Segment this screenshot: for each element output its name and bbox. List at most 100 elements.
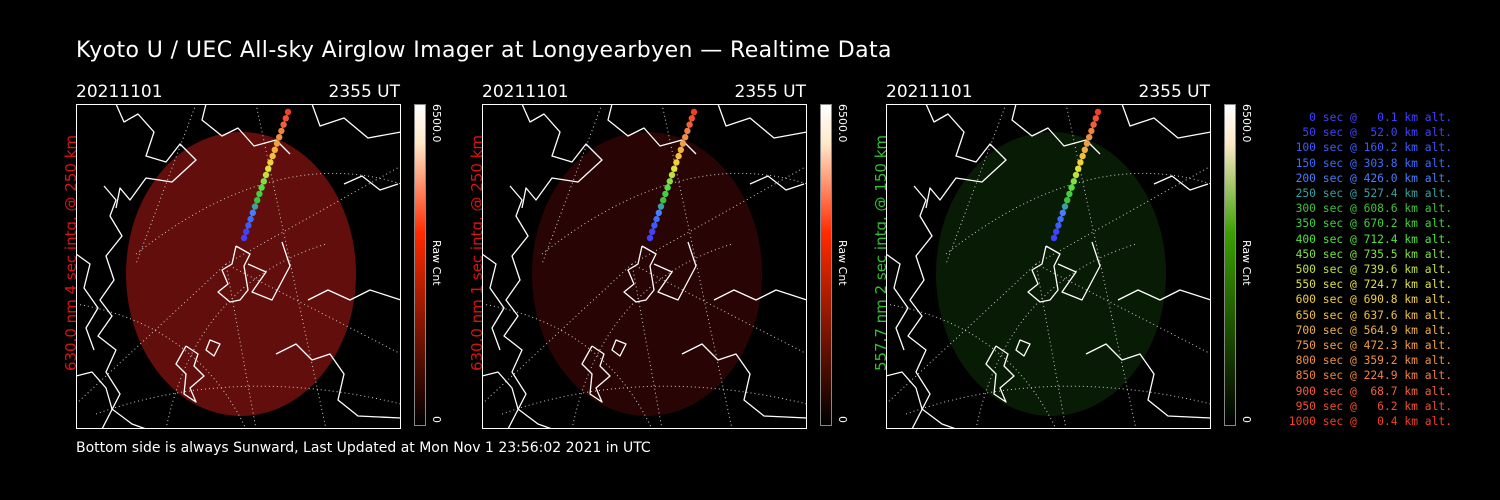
trajectory-point — [260, 178, 267, 185]
coastline — [1011, 104, 1101, 155]
legend-row: 100 sec @ 160.2 km alt. — [1295, 141, 1452, 155]
colorbar-min-label: 0 — [836, 416, 849, 423]
coastline — [1085, 343, 1211, 419]
trajectory-point — [651, 222, 658, 229]
latlon-grid-line — [225, 165, 401, 265]
trajectory-point — [657, 203, 665, 210]
airglow-emission — [936, 132, 1166, 416]
coastline — [623, 245, 657, 303]
coastline — [611, 339, 627, 357]
colorbar-max-label: 6500.0 — [836, 104, 849, 143]
coastline — [97, 185, 123, 429]
legend-row: 500 sec @ 739.6 km alt. — [1295, 263, 1452, 277]
trajectory-point — [245, 222, 252, 229]
trajectory-point — [1068, 184, 1075, 191]
trajectory-point — [677, 146, 684, 153]
trajectory-point — [251, 203, 259, 210]
coastline — [201, 104, 291, 155]
imager-panel-2: 20211101 2355 UT 630.0 nm 1 sec intg. @ … — [462, 80, 882, 430]
colorbar-max-label: 6500.0 — [430, 104, 443, 143]
coastline — [482, 371, 553, 429]
legend-row: 850 sec @ 224.9 km alt. — [1295, 369, 1452, 383]
trajectory-point — [271, 146, 278, 153]
coastline — [985, 345, 1015, 403]
map-canvas — [482, 104, 807, 429]
coastline — [717, 104, 807, 139]
trajectory-point — [276, 134, 283, 141]
airglow-emission — [532, 132, 762, 416]
trajectory-legend: 0 sec @ 0.1 km alt. 50 sec @ 52.0 km alt.… — [1262, 110, 1452, 429]
airglow-emission — [126, 132, 356, 416]
coastline — [76, 253, 99, 351]
trajectory-point — [273, 140, 281, 147]
trajectory-point — [1072, 171, 1080, 179]
trajectory-point — [254, 197, 261, 204]
trajectory-point — [1092, 115, 1099, 122]
coastline — [713, 289, 807, 301]
latlon-grid-line — [571, 243, 733, 429]
trajectory-point — [1064, 197, 1071, 204]
coastline — [1121, 104, 1211, 139]
footer-note: Bottom side is always Sunward, Last Upda… — [76, 440, 651, 456]
coastline — [275, 343, 401, 419]
coastline — [115, 104, 197, 209]
trajectory-point — [278, 127, 285, 135]
coastline — [307, 289, 401, 301]
latlon-grid-line — [631, 263, 807, 355]
allsky-map — [76, 104, 401, 429]
coastline — [886, 253, 909, 351]
trajectory-point — [655, 209, 662, 216]
colorbar-min-label: 0 — [430, 416, 443, 423]
latlon-grid-line — [1035, 263, 1211, 355]
coastline — [503, 185, 529, 429]
trajectory-point — [1061, 203, 1069, 210]
trajectory-point — [282, 115, 289, 122]
trajectory-point — [247, 215, 254, 223]
legend-row: 650 sec @ 637.6 km alt. — [1295, 308, 1452, 322]
panel-date: 20211101 — [886, 82, 973, 102]
legend-row: 550 sec @ 724.7 km alt. — [1295, 278, 1452, 292]
trajectory-point — [664, 184, 671, 191]
legend-row: 950 sec @ 6.2 km alt. — [1295, 399, 1452, 413]
latlon-grid-line — [886, 263, 1067, 429]
trajectory-point — [262, 171, 270, 179]
trajectory-point — [269, 152, 276, 160]
trajectory-point — [1075, 165, 1082, 172]
trajectory-point — [1055, 222, 1062, 229]
trajectory-point — [668, 171, 676, 179]
trajectory-point — [684, 127, 691, 135]
coastline — [653, 241, 697, 301]
trajectory-point — [265, 165, 272, 172]
legend-row: 50 sec @ 52.0 km alt. — [1302, 126, 1452, 140]
latlon-grid-line — [76, 263, 257, 429]
legend-row: 900 sec @ 68.7 km alt. — [1295, 384, 1452, 398]
latlon-grid-line — [1035, 165, 1211, 265]
latlon-grid-line — [135, 104, 197, 265]
colorbar — [820, 104, 832, 426]
trajectory-point — [1066, 190, 1073, 198]
trajectory-point — [671, 165, 678, 172]
trajectory-point — [666, 178, 673, 185]
latlon-grid-line — [225, 263, 401, 355]
legend-row: 700 sec @ 564.9 km alt. — [1295, 323, 1452, 337]
colorbar-unit-label: Raw Cnt — [836, 240, 849, 286]
legend-row: 150 sec @ 303.8 km alt. — [1295, 156, 1452, 170]
trajectory-point — [1079, 152, 1086, 160]
trajectory-point — [1053, 228, 1060, 235]
legend-row: 750 sec @ 472.3 km alt. — [1295, 339, 1452, 353]
trajectory-point — [1077, 159, 1084, 166]
legend-row: 0 sec @ 0.1 km alt. — [1309, 111, 1452, 124]
trajectory-point — [679, 140, 687, 147]
trajectory-point — [1059, 209, 1066, 216]
trajectory-point — [675, 152, 682, 160]
trajectory-point — [1088, 127, 1095, 135]
map-canvas — [886, 104, 1211, 429]
panel-time: 2355 UT — [328, 82, 401, 102]
trajectory-point — [682, 134, 689, 141]
trajectory-point — [280, 121, 287, 128]
coastline — [1117, 289, 1211, 301]
colorbar — [1224, 104, 1236, 426]
latlon-grid-line — [945, 172, 1211, 255]
trajectory-point — [688, 115, 695, 122]
coastline — [1015, 339, 1031, 357]
